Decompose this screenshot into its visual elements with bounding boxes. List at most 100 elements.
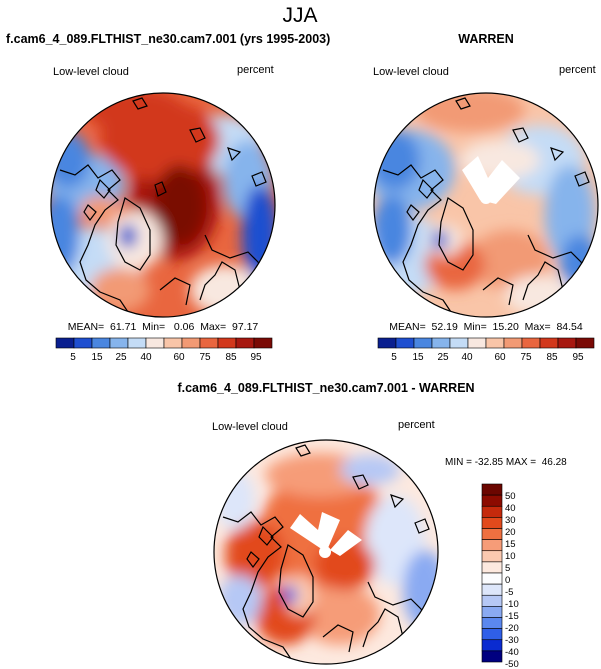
colorbar-swatch [467, 337, 487, 349]
colorbar-swatch [145, 337, 165, 349]
colorbar-label: 25 [115, 352, 127, 363]
colorbar-swatch [181, 337, 201, 349]
panel-model-variable-label: Low-level cloud [53, 66, 129, 78]
panel-diff-units-label: percent [398, 419, 435, 431]
panel-obs-variable-label: Low-level cloud [373, 66, 449, 78]
panel-diff-map [214, 440, 438, 664]
colorbar-swatch [521, 337, 541, 349]
colorbar-swatch [253, 337, 273, 349]
colorbar-swatch [481, 617, 503, 629]
panel-diff: f.cam6_4_089.FLTHIST_ne30.cam7.001 - WAR… [177, 381, 567, 669]
panel-obs-units-label: percent [559, 64, 596, 76]
colorbar-label: 40 [140, 352, 152, 363]
panel-diff-variable-label: Low-level cloud [212, 421, 288, 433]
colorbar-swatch [199, 337, 219, 349]
colorbar-label: 5 [505, 563, 510, 574]
panel-diff-map-border [213, 439, 439, 665]
panel-obs-map [374, 93, 598, 317]
panel-diff-colorbar-labels: 50 40 30 20 15 10 5 0 -5 -10 -15 -20 -30… [505, 491, 519, 669]
colorbar-swatch [503, 337, 523, 349]
colorbar-swatch [91, 337, 111, 349]
colorbar-swatch [481, 494, 503, 507]
colorbar-swatch [575, 337, 595, 349]
colorbar-swatch [481, 628, 503, 641]
colorbar-label: 75 [199, 352, 211, 363]
colorbar-swatch [485, 337, 505, 349]
panel-diff-title: f.cam6_4_089.FLTHIST_ne30.cam7.001 - WAR… [177, 381, 474, 395]
panel-model-map [51, 93, 275, 317]
colorbar-swatch [481, 528, 503, 540]
colorbar-swatch [481, 483, 503, 496]
colorbar-label: 20 [505, 527, 516, 538]
panel-model-map-border [50, 92, 276, 318]
colorbar-label: -10 [505, 599, 519, 610]
colorbar-label: -30 [505, 635, 519, 646]
colorbar-label: 0 [505, 575, 510, 586]
colorbar-swatch [539, 337, 559, 349]
colorbar-label: 95 [572, 352, 584, 363]
panel-obs-colorbar [377, 337, 595, 349]
colorbar-label: 75 [520, 352, 532, 363]
colorbar-swatch [481, 539, 503, 552]
panel-obs: WARREN Low-level cloud percent [373, 32, 599, 363]
colorbar-label: 25 [437, 352, 449, 363]
panel-model-colorbar-labels: 5 15 25 40 60 75 85 95 [70, 352, 262, 363]
colorbar-swatch [481, 572, 503, 585]
colorbar-label: 60 [494, 352, 506, 363]
colorbar-swatch [481, 505, 503, 518]
panel-obs-stats: MEAN= 52.19 Min= 15.20 Max= 84.54 [389, 321, 583, 333]
colorbar-swatch [557, 337, 577, 349]
colorbar-label: 40 [505, 503, 516, 514]
colorbar-swatch [481, 550, 503, 563]
colorbar-swatch [481, 517, 503, 529]
colorbar-label: -15 [505, 611, 519, 622]
colorbar-swatch [481, 606, 503, 618]
colorbar-label: -40 [505, 647, 519, 658]
colorbar-label: 15 [505, 539, 516, 550]
panel-model-title: f.cam6_4_089.FLTHIST_ne30.cam7.001 (yrs … [6, 32, 330, 46]
colorbar-swatch [481, 561, 503, 574]
colorbar-label: -20 [505, 623, 519, 634]
panel-obs-title: WARREN [458, 32, 514, 46]
colorbar-swatch [481, 583, 503, 596]
colorbar-swatch [217, 337, 237, 349]
panel-diff-colorbar [481, 483, 503, 663]
colorbar-label: 85 [546, 352, 558, 363]
colorbar-label: 40 [461, 352, 473, 363]
figure-title: JJA [282, 4, 317, 27]
panel-obs-colorbar-labels: 5 15 25 40 60 75 85 95 [391, 352, 584, 363]
colorbar-swatch [127, 337, 147, 349]
colorbar-label: 60 [173, 352, 185, 363]
panel-obs-map-border [373, 92, 599, 318]
colorbar-label: 50 [505, 491, 516, 502]
panel-model-colorbar [55, 337, 273, 349]
colorbar-swatch [109, 337, 129, 349]
colorbar-swatch [413, 337, 433, 349]
colorbar-label: 5 [391, 352, 397, 363]
colorbar-swatch [431, 337, 451, 349]
colorbar-label: -50 [505, 659, 519, 669]
colorbar-label: 85 [225, 352, 237, 363]
colorbar-swatch [449, 337, 469, 349]
colorbar-swatch [73, 337, 93, 349]
colorbar-label: 5 [70, 352, 76, 363]
panel-model: f.cam6_4_089.FLTHIST_ne30.cam7.001 (yrs … [6, 32, 330, 363]
colorbar-swatch [377, 337, 397, 349]
colorbar-label: 15 [412, 352, 424, 363]
colorbar-swatch [481, 650, 503, 663]
colorbar-swatch [235, 337, 255, 349]
panel-diff-stats: MIN = -32.85 MAX = 46.28 [445, 457, 567, 468]
colorbar-swatch [481, 639, 503, 652]
panel-model-units-label: percent [237, 64, 274, 76]
colorbar-label: -5 [505, 587, 513, 598]
colorbar-label: 15 [91, 352, 103, 363]
panel-model-stats: MEAN= 61.71 Min= 0.06 Max= 97.17 [68, 321, 259, 333]
colorbar-label: 30 [505, 515, 516, 526]
colorbar-label: 10 [505, 551, 516, 562]
colorbar-swatch [395, 337, 415, 349]
colorbar-swatch [55, 337, 75, 349]
colorbar-swatch [481, 594, 503, 607]
colorbar-label: 95 [250, 352, 262, 363]
colorbar-swatch [163, 337, 183, 349]
